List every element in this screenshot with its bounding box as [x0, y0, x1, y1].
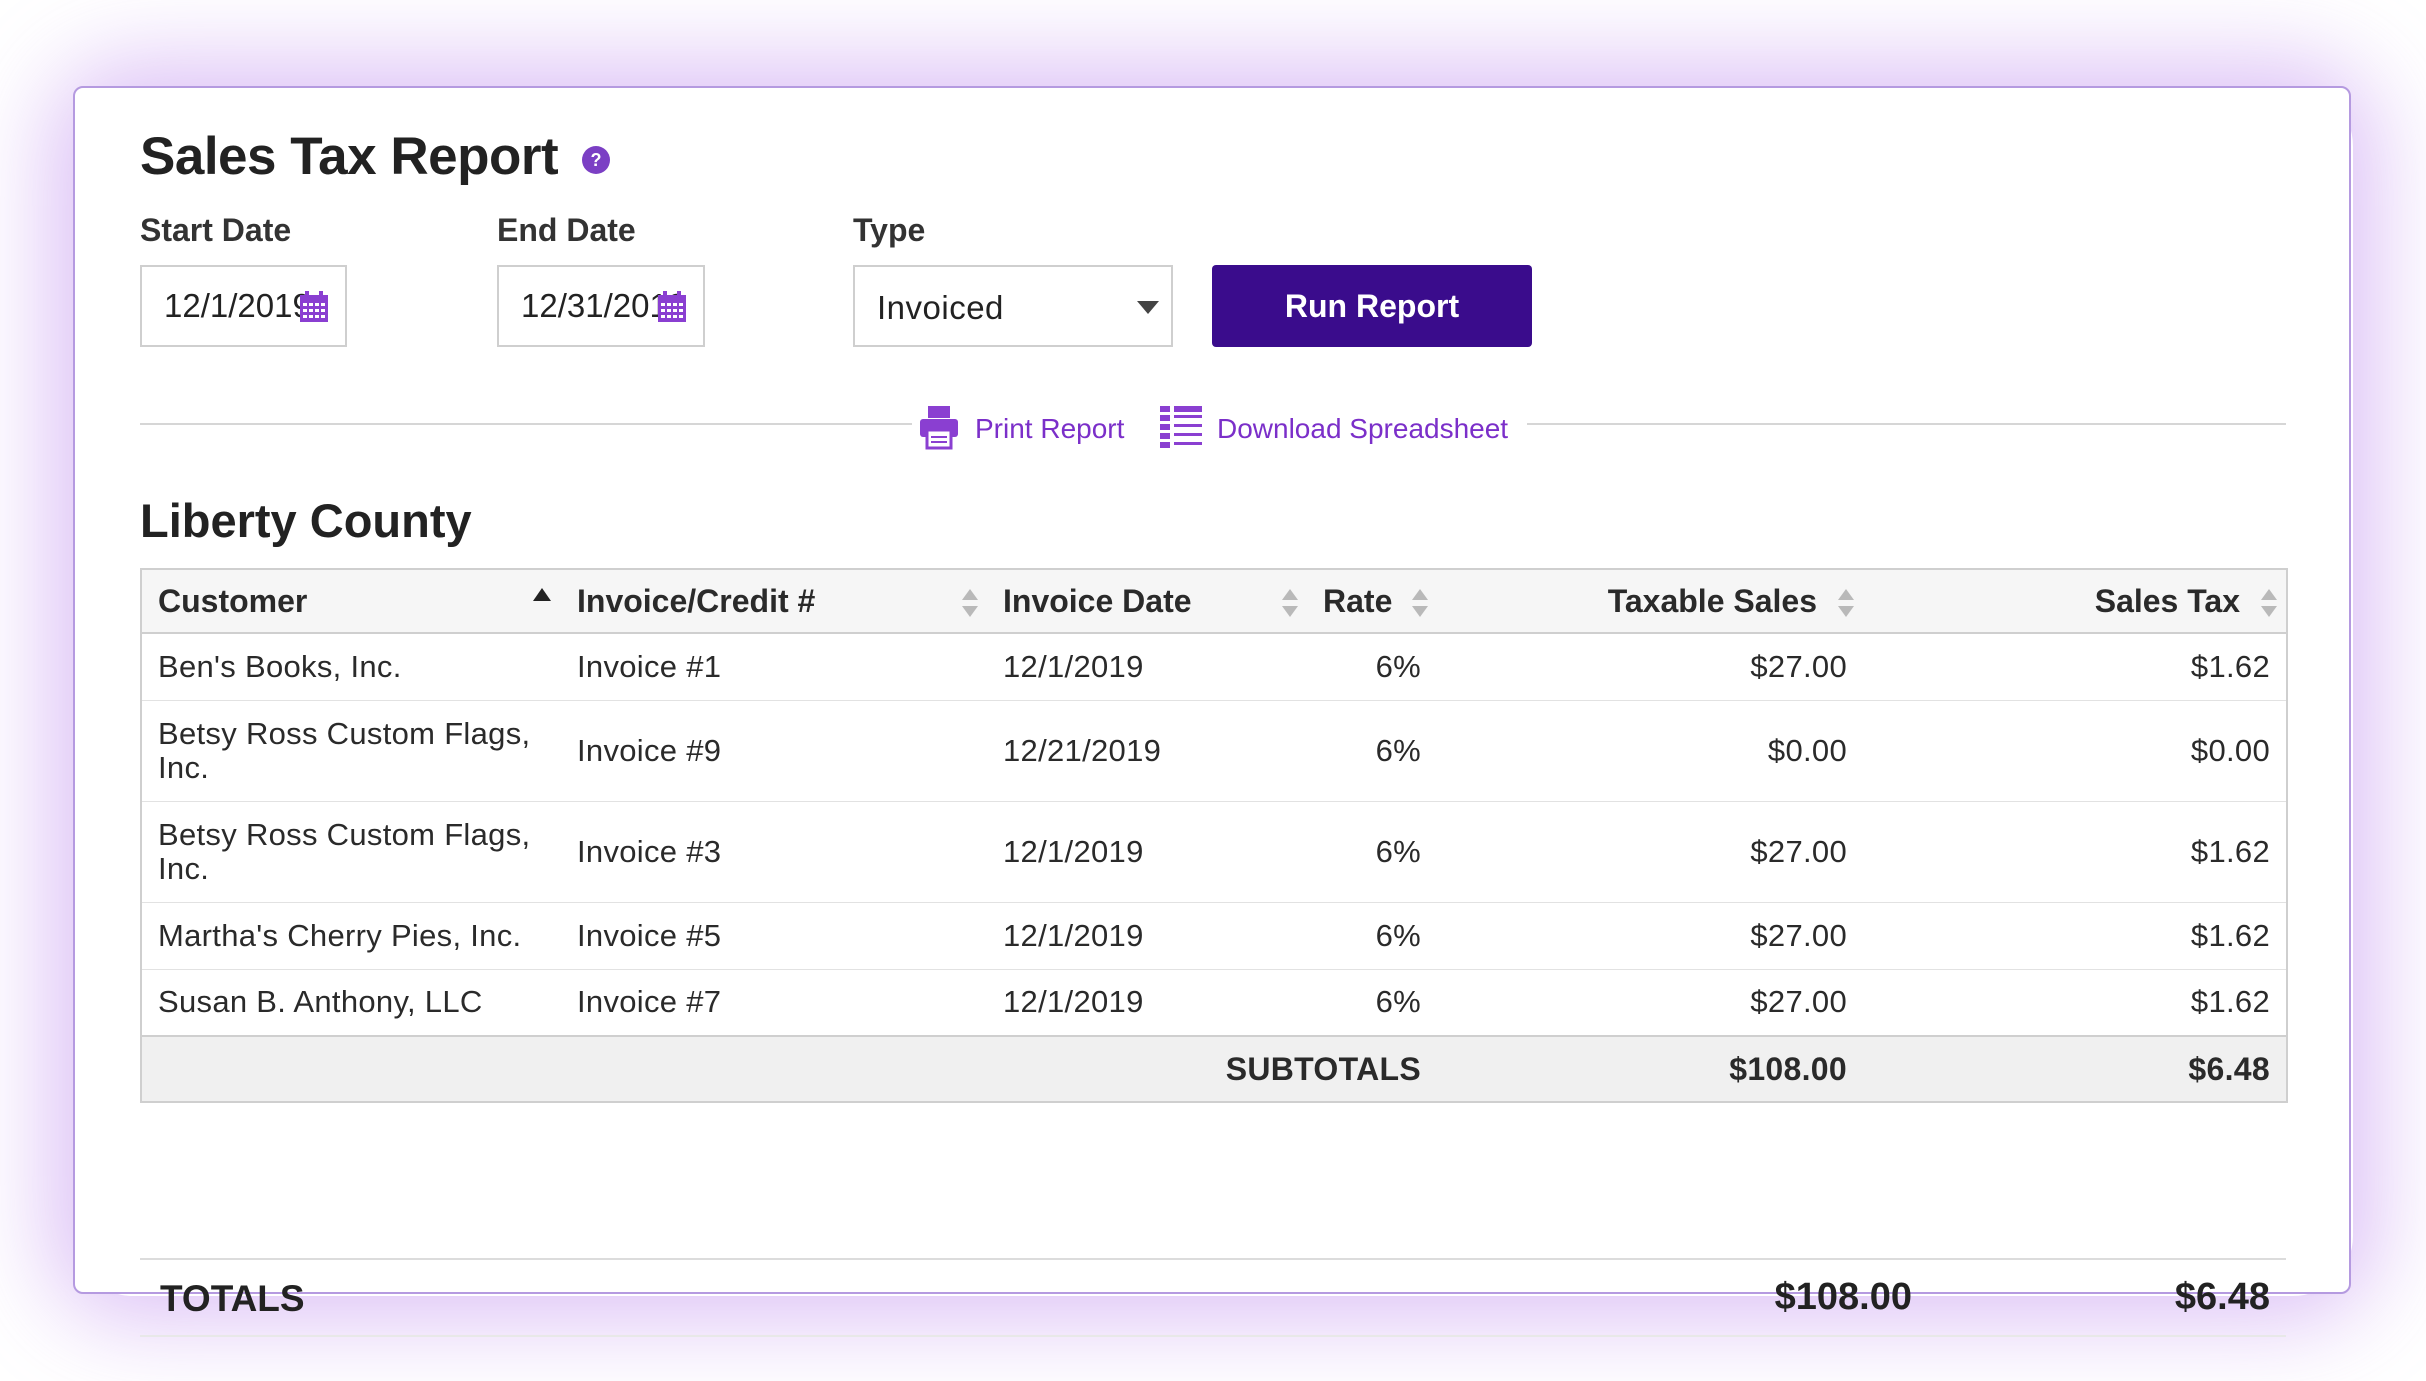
caret-down-icon [1137, 301, 1159, 314]
column-header-label: Invoice/Credit # [577, 582, 816, 619]
actions-divider-left [140, 423, 912, 425]
report-card: Sales Tax Report ? Start Date End Date [73, 86, 2351, 1337]
cell-date: 12/1/2019 [987, 969, 1307, 1037]
column-header-label: Rate [1323, 582, 1393, 619]
cell-rate: 6% [1307, 902, 1437, 970]
download-spreadsheet-label: Download Spreadsheet [1217, 413, 1509, 444]
column-header-invoice[interactable]: Invoice/Credit # [561, 569, 987, 634]
column-header-taxable-sales[interactable]: Taxable Sales [1437, 569, 1863, 634]
cell-taxable-sales: $27.00 [1437, 902, 1863, 970]
cell-taxable-sales: $27.00 [1437, 969, 1863, 1037]
cell-taxable-sales: $0.00 [1437, 700, 1863, 802]
type-select-value: Invoiced [877, 289, 1004, 326]
cell-sales-tax: $1.62 [1863, 633, 2287, 701]
cell-customer: Susan B. Anthony, LLC [141, 969, 561, 1037]
report-table: Customer Invoice/Credit # Invoice Date R… [140, 568, 2288, 1103]
cell-customer: Martha's Cherry Pies, Inc. [141, 902, 561, 970]
start-date-label: Start Date [140, 212, 292, 248]
cell-date: 12/1/2019 [987, 801, 1307, 903]
sort-icon [962, 589, 978, 617]
cell-invoice: Invoice #9 [561, 700, 987, 802]
print-report-label: Print Report [975, 413, 1125, 444]
calendar-icon[interactable] [299, 291, 329, 323]
cell-invoice: Invoice #5 [561, 902, 987, 970]
table-row: Betsy Ross Custom Flags, Inc. Invoice #3… [141, 801, 2287, 903]
cell-rate: 6% [1307, 633, 1437, 701]
column-header-label: Taxable Sales [1607, 582, 1817, 619]
total-taxable-sales: $108.00 [1774, 1276, 1912, 1318]
spreadsheet-list-icon [1160, 406, 1202, 448]
column-header-sales-tax[interactable]: Sales Tax [1863, 569, 2287, 634]
totals-label: TOTALS [160, 1278, 305, 1319]
subtotal-sales-tax: $6.48 [1863, 1035, 2287, 1102]
sort-icon [1412, 589, 1428, 617]
column-header-label: Customer [158, 582, 308, 619]
subtotals-label: SUBTOTALS [987, 1035, 1437, 1102]
printer-icon [920, 406, 958, 450]
calendar-icon[interactable] [657, 291, 687, 323]
table-row: Susan B. Anthony, LLC Invoice #7 12/1/20… [141, 969, 2287, 1037]
cell-rate: 6% [1307, 969, 1437, 1037]
table-row: Ben's Books, Inc. Invoice #1 12/1/2019 6… [141, 633, 2287, 701]
end-date-label: End Date [497, 212, 636, 248]
table-header-row: Customer Invoice/Credit # Invoice Date R… [141, 569, 2287, 634]
table-row: Betsy Ross Custom Flags, Inc. Invoice #9… [141, 700, 2287, 802]
subtotals-spacer [141, 1035, 561, 1102]
cell-customer: Betsy Ross Custom Flags, Inc. [141, 801, 561, 903]
cell-taxable-sales: $27.00 [1437, 633, 1863, 701]
cell-customer: Ben's Books, Inc. [141, 633, 561, 701]
type-select[interactable]: Invoiced [853, 265, 1173, 347]
totals-divider-bottom [140, 1335, 2286, 1337]
download-spreadsheet-link[interactable]: Download Spreadsheet [1160, 404, 1509, 454]
question-circle-icon[interactable]: ? [581, 145, 611, 175]
cell-rate: 6% [1307, 801, 1437, 903]
cell-invoice: Invoice #3 [561, 801, 987, 903]
cell-date: 12/1/2019 [987, 902, 1307, 970]
column-header-customer[interactable]: Customer [141, 569, 561, 634]
subtotals-spacer [561, 1035, 987, 1102]
svg-text:?: ? [591, 150, 602, 170]
column-header-invoice-date[interactable]: Invoice Date [987, 569, 1307, 634]
column-header-label: Invoice Date [1003, 582, 1192, 619]
cell-taxable-sales: $27.00 [1437, 801, 1863, 903]
end-date-field[interactable] [497, 265, 705, 347]
print-report-link[interactable]: Print Report [919, 404, 1129, 454]
cell-customer: Betsy Ross Custom Flags, Inc. [141, 700, 561, 802]
column-header-label: Sales Tax [2094, 582, 2240, 619]
subtotals-row: SUBTOTALS $108.00 $6.48 [141, 1035, 2287, 1102]
subtotal-taxable-sales: $108.00 [1437, 1035, 1863, 1102]
actions-divider-right [1527, 423, 2286, 425]
sort-icon [1282, 589, 1298, 617]
type-label: Type [853, 212, 926, 248]
run-report-button[interactable]: Run Report [1212, 265, 1532, 347]
cell-invoice: Invoice #7 [561, 969, 987, 1037]
cell-sales-tax: $1.62 [1863, 969, 2287, 1037]
county-title: Liberty County [140, 494, 472, 547]
column-header-rate[interactable]: Rate [1307, 569, 1437, 634]
cell-date: 12/21/2019 [987, 700, 1307, 802]
cell-invoice: Invoice #1 [561, 633, 987, 701]
sort-icon [2261, 589, 2277, 617]
table-row: Martha's Cherry Pies, Inc. Invoice #5 12… [141, 902, 2287, 970]
cell-sales-tax: $1.62 [1863, 902, 2287, 970]
page-title: Sales Tax Report [140, 127, 559, 186]
sort-icon [1838, 589, 1854, 617]
cell-sales-tax: $1.62 [1863, 801, 2287, 903]
sort-ascending-icon [533, 588, 551, 601]
totals-divider-top [140, 1258, 2286, 1260]
cell-date: 12/1/2019 [987, 633, 1307, 701]
cell-rate: 6% [1307, 700, 1437, 802]
start-date-field[interactable] [140, 265, 347, 347]
cell-sales-tax: $0.00 [1863, 700, 2287, 802]
total-sales-tax: $6.48 [2174, 1276, 2270, 1318]
